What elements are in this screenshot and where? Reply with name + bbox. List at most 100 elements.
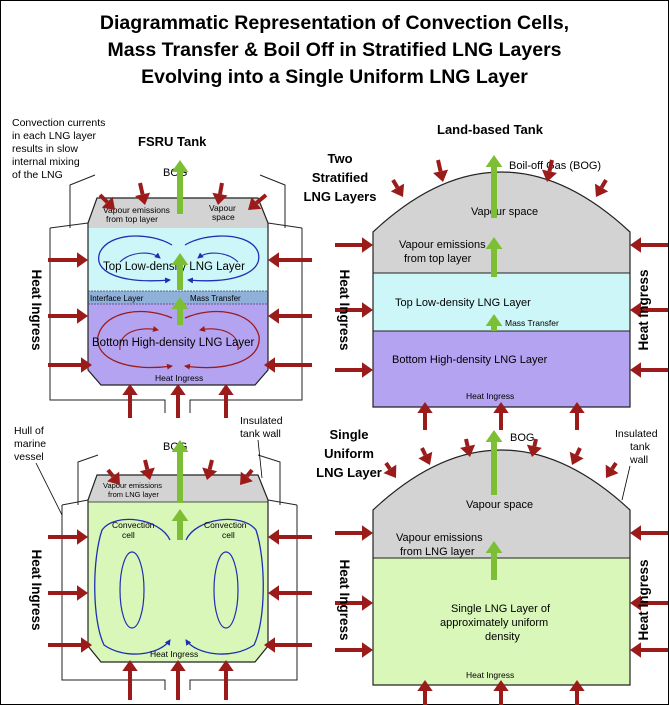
heat-ingress-arrow <box>630 302 668 318</box>
heat-ingress-arrow <box>335 595 373 611</box>
insulated-wall-label: wall <box>629 454 648 466</box>
uniform-layer-region <box>373 558 630 685</box>
bog-arrow <box>485 541 503 580</box>
convection-loop-bottom <box>199 325 239 351</box>
heat-ingress-arrow <box>605 461 619 478</box>
heat-ingress-inner-label: Heat Ingress <box>155 373 203 383</box>
interface-layer-region <box>88 291 268 304</box>
convection-loop-bottom <box>97 311 173 370</box>
heat-ingress-arrow <box>630 525 668 541</box>
stratified-label: LNG Layers <box>304 189 377 204</box>
bottom-layer-label: Bottom High-density LNG Layer <box>392 354 548 366</box>
hull-leader-line <box>35 462 63 516</box>
vapour-emissions-label: Vapour emissions <box>396 532 483 544</box>
title-line-3: Evolving into a Single Uniform LNG Layer <box>141 66 528 88</box>
heat-ingress-arrow <box>106 468 120 485</box>
land-heading: Land-based Tank <box>437 122 544 137</box>
fsru-tank-stratified: BOG Vapour emissions from top layer Vapo… <box>49 167 303 413</box>
heat-ingress-arrow <box>526 438 542 457</box>
stratified-label: Stratified <box>312 170 368 185</box>
bog-label: BOG <box>510 432 534 444</box>
heat-ingress-arrow <box>335 362 373 378</box>
bog-arrow <box>171 253 189 290</box>
heat-ingress-inner-label: Heat Ingress <box>150 649 198 659</box>
hull-deck <box>49 222 89 229</box>
heat-ingress-arrow <box>630 362 668 378</box>
mass-transfer-label: Mass Transfer <box>505 318 559 328</box>
heat-ingress-arrow <box>630 642 668 658</box>
convection-cell-label: cell <box>222 530 235 540</box>
convection-cell <box>94 518 171 655</box>
title-line-2: Mass Transfer & Boil Off in Stratified L… <box>107 39 562 61</box>
bog-arrow <box>485 237 503 277</box>
interface-label: Interface Layer <box>90 294 144 303</box>
heat-ingress-arrow <box>569 447 584 465</box>
heat-ingress-inner-label: Heat Ingress <box>466 670 514 680</box>
convection-cell-label: Convection <box>204 520 247 530</box>
hull-deck <box>61 499 89 506</box>
vapour-space-label: Vapour <box>209 203 236 213</box>
vapour-emissions-label: from top layer <box>404 253 472 265</box>
heat-ingress-arrow <box>383 461 397 478</box>
bog-arrow <box>171 160 189 214</box>
single-layer-label: density <box>485 631 520 643</box>
uniform-label: Single <box>329 427 368 442</box>
single-layer-label: Single LNG Layer of <box>451 603 551 615</box>
convection-loop <box>184 235 260 284</box>
heat-ingress-side-label: Heat Ingress <box>29 269 44 350</box>
heat-ingress-arrow <box>248 193 268 210</box>
heat-ingress-arrow <box>202 459 218 480</box>
heat-ingress-arrow <box>122 660 138 700</box>
convection-cell-inner <box>213 551 239 629</box>
vapour-emissions-label: from top layer <box>106 214 158 224</box>
top-layer-label: Top Low-density LNG Layer <box>395 297 531 309</box>
vapour-emissions-label: Vapour emissions <box>103 481 162 490</box>
heat-ingress-side-label: Heat Ingress <box>636 559 651 640</box>
heat-ingress-arrow <box>417 680 433 705</box>
heat-ingress-arrow <box>212 182 228 205</box>
tank-wall <box>372 449 631 686</box>
heat-ingress-arrow <box>569 402 585 430</box>
convection-cell-label: Convection <box>112 520 155 530</box>
hull-outline <box>77 454 99 505</box>
heat-ingress-arrow <box>630 595 668 611</box>
vapour-space-label: Vapour space <box>466 499 533 511</box>
hull-outline <box>259 174 286 228</box>
heat-ingress-arrow <box>268 308 312 324</box>
heat-ingress-arrow <box>264 637 312 653</box>
hull-label: Hull of <box>14 425 44 437</box>
insulated-leader-line <box>621 465 631 501</box>
bog-arrow <box>171 440 189 503</box>
bog-arrow <box>485 430 503 495</box>
heat-ingress-arrow <box>218 384 234 418</box>
convection-loop <box>197 252 239 263</box>
note-text: of the LNG <box>12 169 63 181</box>
heat-ingress-arrow <box>48 529 88 545</box>
heat-ingress-arrow <box>569 680 585 705</box>
heat-ingress-arrow <box>335 237 373 253</box>
heat-ingress-arrow <box>264 357 312 373</box>
insulated-wall-label: tank wall <box>240 428 281 440</box>
heat-ingress-arrow <box>48 585 88 601</box>
hull-outline <box>69 174 96 228</box>
hull-deck <box>267 499 298 506</box>
uniform-label: Uniform <box>324 446 374 461</box>
bog-arrow <box>485 155 503 218</box>
heat-ingress-arrows <box>48 159 668 705</box>
note-text: in each LNG layer <box>12 130 97 142</box>
heat-ingress-arrow <box>335 642 373 658</box>
land-tank-uniform: BOG Vapour space Vapour emissions from L… <box>372 432 631 686</box>
heat-ingress-arrow <box>48 308 88 324</box>
land-tank-stratified: Boil-off Gas (BOG) Vapour space Vapour e… <box>372 160 631 408</box>
vapour-emissions-label: Vapour emissions <box>399 239 486 251</box>
insulated-leader-line <box>257 439 263 479</box>
heat-ingress-arrow <box>48 252 88 268</box>
heat-ingress-arrow <box>98 193 115 210</box>
convection-cell <box>185 518 264 655</box>
mass-transfer-label: Mass Transfer <box>190 294 241 303</box>
heat-ingress-side-label: Heat Ingress <box>636 269 651 350</box>
heat-ingress-arrow <box>139 459 155 480</box>
bottom-layer-label: Bottom High-density LNG Layer <box>92 337 255 349</box>
hull-label: vessel <box>14 451 44 463</box>
